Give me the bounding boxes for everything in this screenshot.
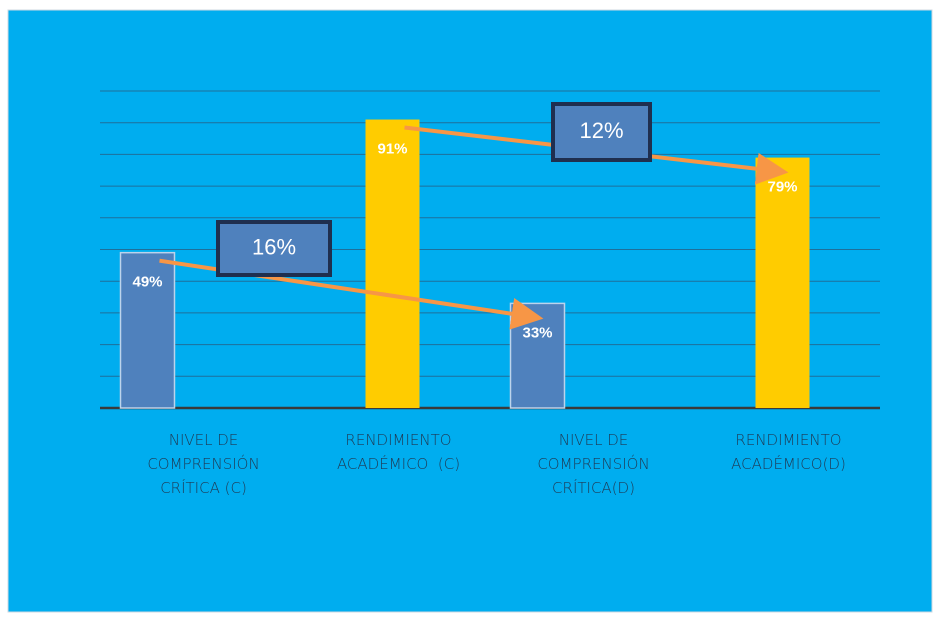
value-label: 79% <box>767 179 797 196</box>
bar <box>365 119 420 408</box>
bar <box>755 157 810 408</box>
value-label: 49% <box>132 274 162 291</box>
annotation-box <box>551 102 652 162</box>
bar <box>119 251 176 409</box>
x-tick-label: RENDIMIENTO ACADÉMICO (C) <box>336 431 461 473</box>
x-tick-label: RENDIMIENTO ACADÉMICO(D) <box>731 431 847 473</box>
bar <box>509 302 566 409</box>
annotation-box <box>216 220 332 277</box>
value-label: 91% <box>377 141 407 158</box>
annotation: 16% <box>252 234 296 259</box>
x-tick-label: NIVEL DE COMPRENSIÓN CRÍTICA(D) <box>537 431 655 497</box>
annotation: 12% <box>579 118 623 143</box>
x-tick-label: NIVEL DE COMPRENSIÓN CRÍTICA (C) <box>147 431 265 497</box>
value-label: 33% <box>522 324 552 341</box>
